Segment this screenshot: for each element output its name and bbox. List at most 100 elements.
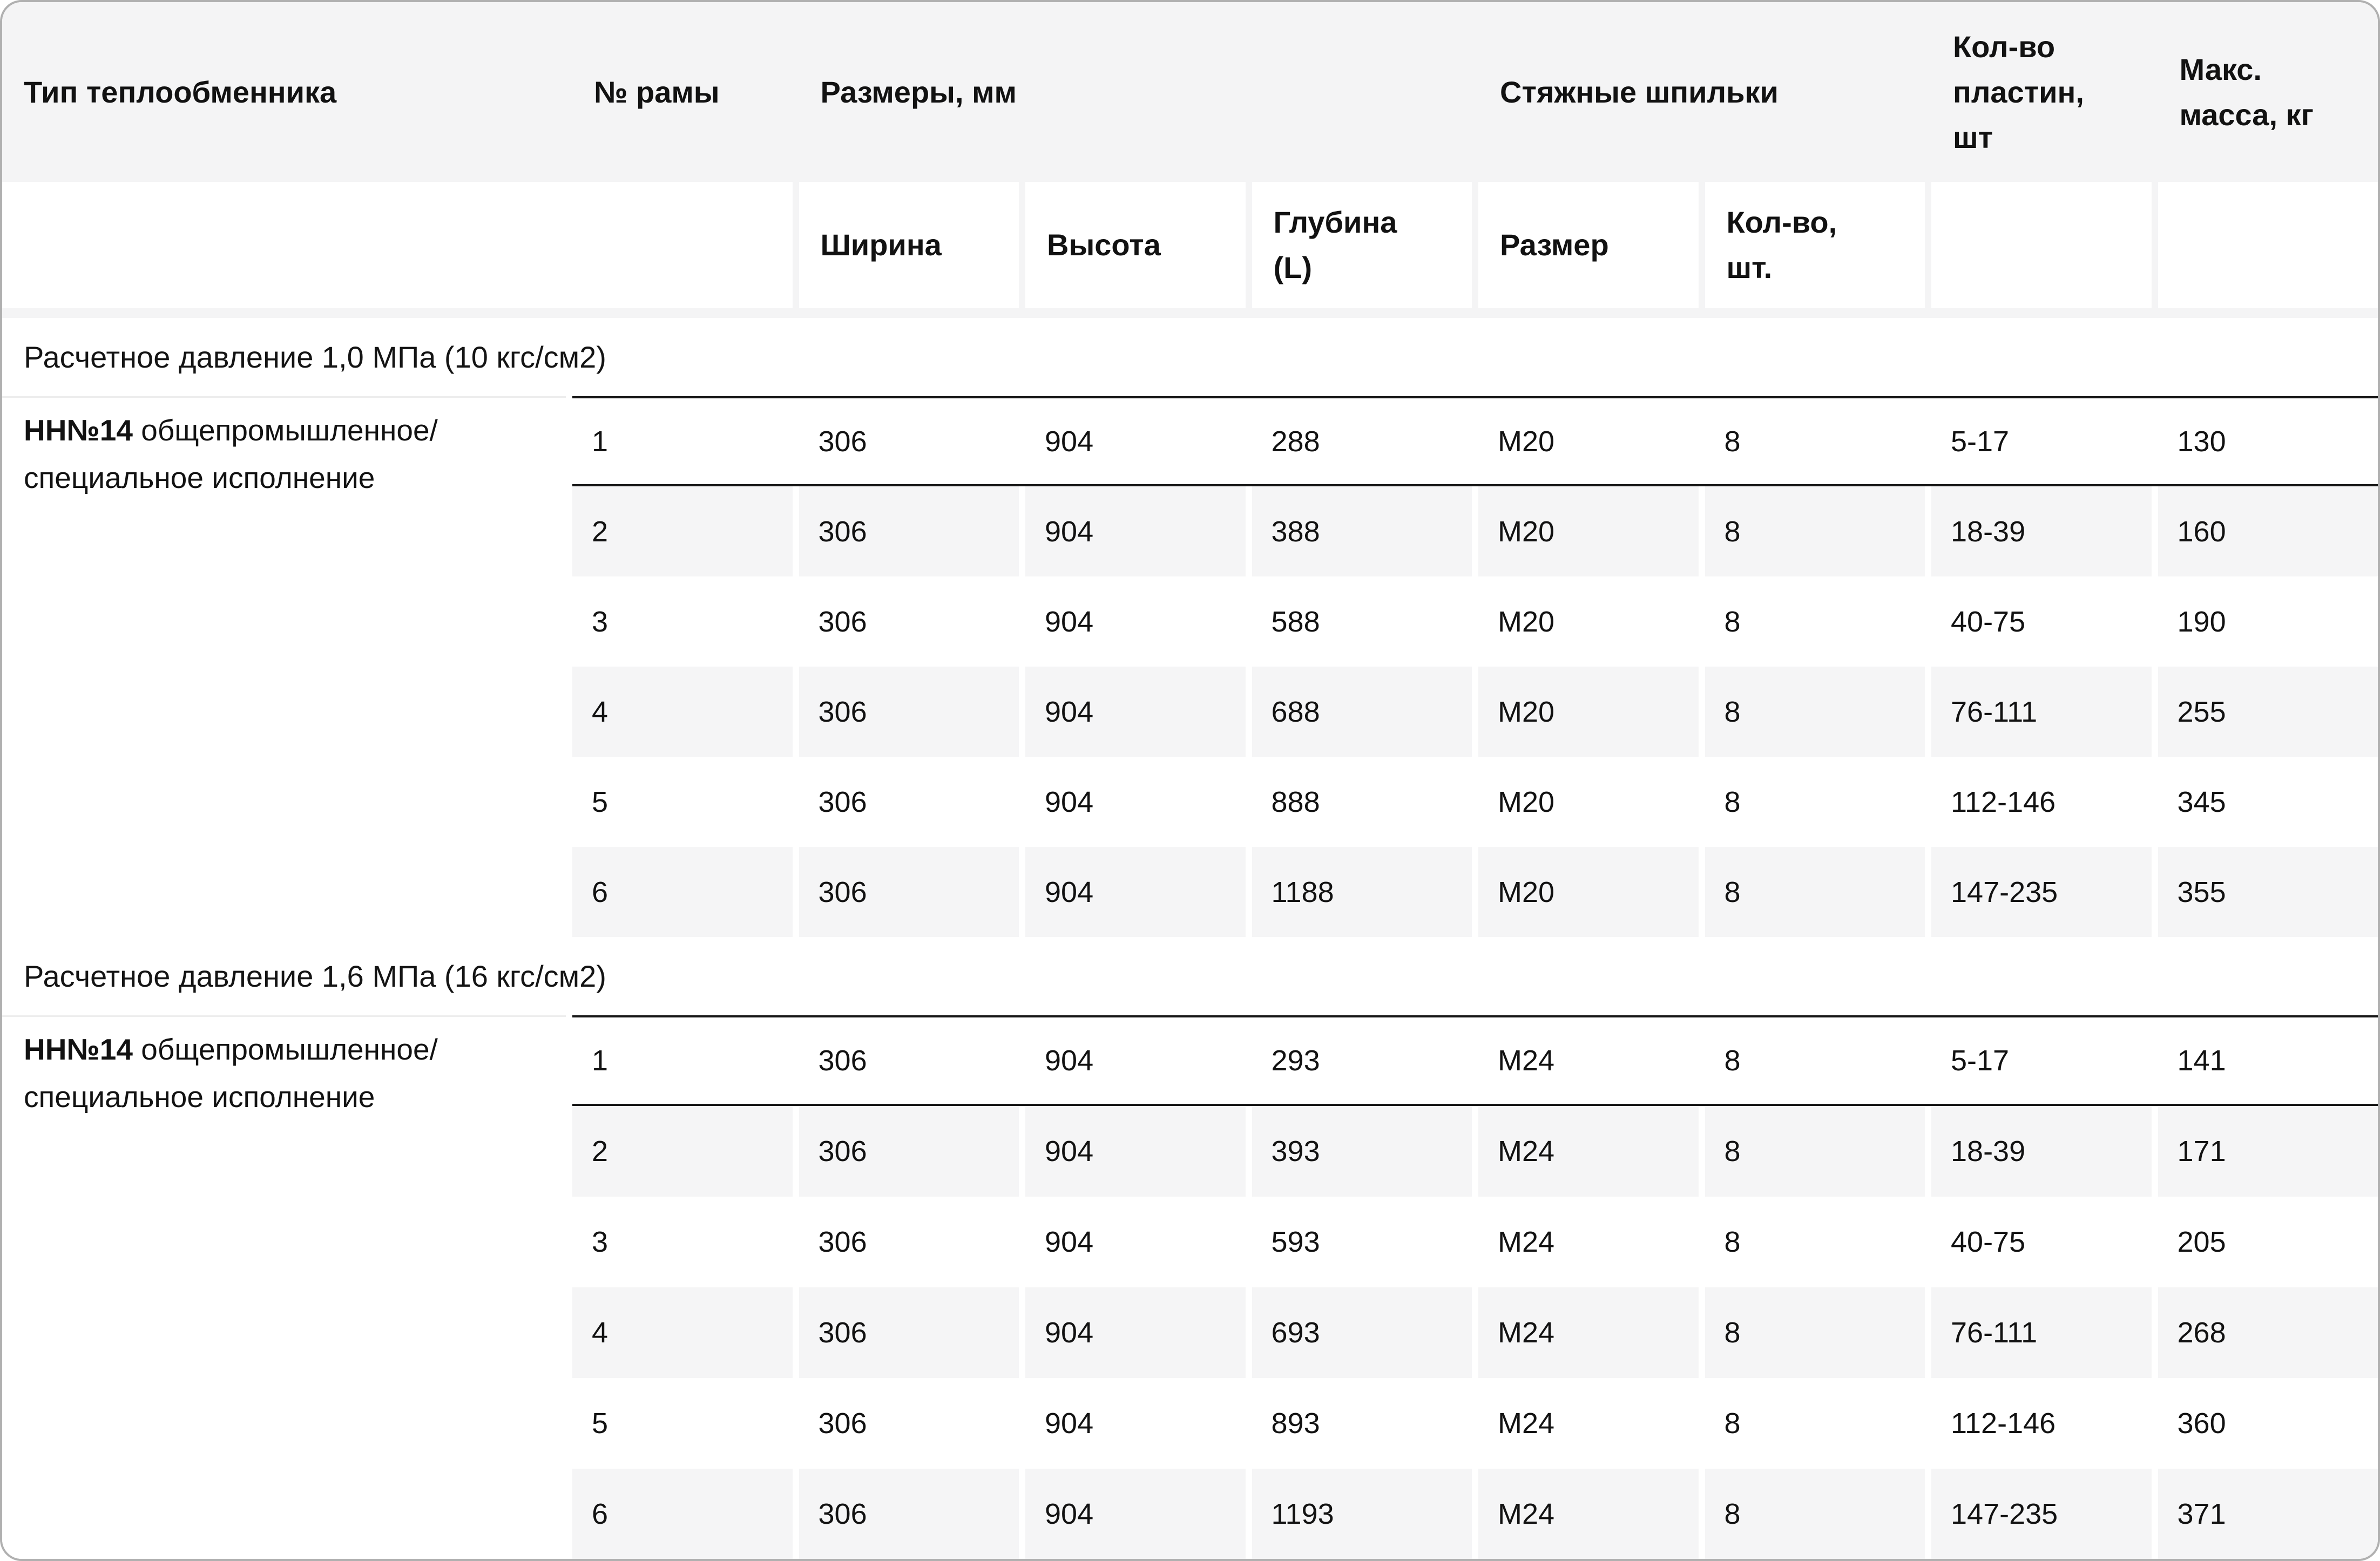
table-cell: 40-75 xyxy=(1931,576,2152,667)
table-cell: 306 xyxy=(799,398,1019,484)
exchanger-type-model: НН№14 xyxy=(24,1033,133,1066)
table-cell: 8 xyxy=(1705,1287,1925,1378)
table-cell: 8 xyxy=(1705,1378,1925,1469)
table-cell: 904 xyxy=(1025,1197,1246,1287)
header-subcol-qty: Кол-во, шт. xyxy=(1705,182,1925,308)
table-cell: 1188 xyxy=(1252,847,1472,937)
table-cell: 904 xyxy=(1025,398,1246,484)
table-cell: 8 xyxy=(1705,1017,1925,1104)
header-row-sub: Ширина Высота Глубина (L) Размер Кол-во,… xyxy=(2,182,2378,308)
table-cell: 8 xyxy=(1705,398,1925,484)
table-cell: 388 xyxy=(1252,486,1472,576)
table-cell: М20 xyxy=(1478,847,1699,937)
table-cell: 306 xyxy=(799,486,1019,576)
header-subcol-size: Размер xyxy=(1478,182,1699,308)
header-col-type: Тип теплообменника xyxy=(24,74,337,109)
header-subcol-width: Ширина xyxy=(799,182,1019,308)
table-cell: 904 xyxy=(1025,1017,1246,1104)
header-col-dimensions: Размеры, мм xyxy=(820,74,1017,109)
table-cell: 147-235 xyxy=(1931,847,2152,937)
header-subcol-depth: Глубина (L) xyxy=(1252,182,1472,308)
table-cell: 5-17 xyxy=(1931,398,2152,484)
table-cell: 6 xyxy=(572,1469,793,1559)
section-rows: 1 306 904 288 М20 8 5-17 130 2 306 904 388 М20 8 18-39… xyxy=(572,396,2378,937)
table-cell: 5-17 xyxy=(1931,1017,2152,1104)
table-cell: 160 xyxy=(2158,486,2378,576)
table-cell: 360 xyxy=(2158,1378,2378,1469)
table-cell: М24 xyxy=(1478,1469,1699,1559)
table-cell: 3 xyxy=(572,576,793,667)
table-cell: 904 xyxy=(1025,1106,1246,1197)
exchanger-type-model: НН№14 xyxy=(24,413,133,447)
table-cell: 4 xyxy=(572,1287,793,1378)
table-cell: 688 xyxy=(1252,667,1472,757)
table-cell: 147-235 xyxy=(1931,1469,2152,1559)
table-cell: 306 xyxy=(799,576,1019,667)
exchanger-type-desc: общепромышленное/ специальное исполнение xyxy=(24,1033,438,1114)
table-row: 1 306 904 293 М24 8 5-17 141 xyxy=(572,1015,2378,1106)
table-cell: 130 xyxy=(2158,398,2378,484)
table-cell: М20 xyxy=(1478,486,1699,576)
table-cell: 306 xyxy=(799,1106,1019,1197)
table-cell: 112-146 xyxy=(1931,1378,2152,1469)
table-cell: 288 xyxy=(1252,398,1472,484)
table-cell: 18-39 xyxy=(1931,1106,2152,1197)
header-row-main: Тип теплообменника № рамы Размеры, мм Ст… xyxy=(2,2,2378,182)
table-cell: 8 xyxy=(1705,1469,1925,1559)
header-col-frame: № рамы xyxy=(594,74,720,109)
table-cell: 8 xyxy=(1705,576,1925,667)
table-cell: 904 xyxy=(1025,1469,1246,1559)
section-block-pressure-16: НН№14 общепромышленное/ специальное испо… xyxy=(2,1015,2378,1559)
table-cell: 112-146 xyxy=(1931,757,2152,847)
table-cell: 393 xyxy=(1252,1106,1472,1197)
table-cell: 268 xyxy=(2158,1287,2378,1378)
table-cell: 1193 xyxy=(1252,1469,1472,1559)
table-row: 1 306 904 288 М20 8 5-17 130 xyxy=(572,396,2378,486)
table-row: 3 306 904 593 М24 8 40-75 205 xyxy=(572,1197,2378,1287)
header-col-plates: Кол-во пластин, шт xyxy=(1953,29,2084,154)
section-rows: 1 306 904 293 М24 8 5-17 141 2 306 904 393 М24 8 18-39… xyxy=(572,1015,2378,1559)
table-cell: 5 xyxy=(572,1378,793,1469)
table-cell: 6 xyxy=(572,847,793,937)
table-cell: 3 xyxy=(572,1197,793,1287)
table-row: 5 306 904 893 М24 8 112-146 360 xyxy=(572,1378,2378,1469)
exchanger-type-desc: общепромышленное/ специальное исполнение xyxy=(24,413,438,494)
table-row: 4 306 904 688 М20 8 76-111 255 xyxy=(572,667,2378,757)
table-cell: 1 xyxy=(572,1017,793,1104)
table-cell: 5 xyxy=(572,757,793,847)
table-cell: 904 xyxy=(1025,667,1246,757)
section-title-pressure-10: Расчетное давление 1,0 МПа (10 кгс/см2) xyxy=(2,318,2378,396)
table-cell: 893 xyxy=(1252,1378,1472,1469)
table-cell: М20 xyxy=(1478,398,1699,484)
table-cell: 904 xyxy=(1025,847,1246,937)
table-cell: 2 xyxy=(572,1106,793,1197)
table-cell: 306 xyxy=(799,1287,1019,1378)
table-cell: 8 xyxy=(1705,1106,1925,1197)
table-cell: 141 xyxy=(2158,1017,2378,1104)
table-cell: 904 xyxy=(1025,1287,1246,1378)
table-cell: 888 xyxy=(1252,757,1472,847)
table-cell: 306 xyxy=(799,1469,1019,1559)
table-cell: 293 xyxy=(1252,1017,1472,1104)
table-cell: 371 xyxy=(2158,1469,2378,1559)
table-cell: М24 xyxy=(1478,1197,1699,1287)
table-cell: 904 xyxy=(1025,1378,1246,1469)
table-row: 6 306 904 1193 М24 8 147-235 371 xyxy=(572,1469,2378,1559)
table-cell: 904 xyxy=(1025,757,1246,847)
table-cell: 345 xyxy=(2158,757,2378,847)
table-cell: 306 xyxy=(799,757,1019,847)
table-cell: 904 xyxy=(1025,486,1246,576)
table-cell: М20 xyxy=(1478,667,1699,757)
table-row: 5 306 904 888 М20 8 112-146 345 xyxy=(572,757,2378,847)
table-cell: 306 xyxy=(799,1378,1019,1469)
table-cell: 205 xyxy=(2158,1197,2378,1287)
table-cell: 4 xyxy=(572,667,793,757)
table-cell: 1 xyxy=(572,398,793,484)
table-row: 4 306 904 693 М24 8 76-111 268 xyxy=(572,1287,2378,1378)
table-cell: 18-39 xyxy=(1931,486,2152,576)
header-subcol-height: Высота xyxy=(1025,182,1246,308)
table-cell: 171 xyxy=(2158,1106,2378,1197)
table-cell: 693 xyxy=(1252,1287,1472,1378)
table-cell: 588 xyxy=(1252,576,1472,667)
